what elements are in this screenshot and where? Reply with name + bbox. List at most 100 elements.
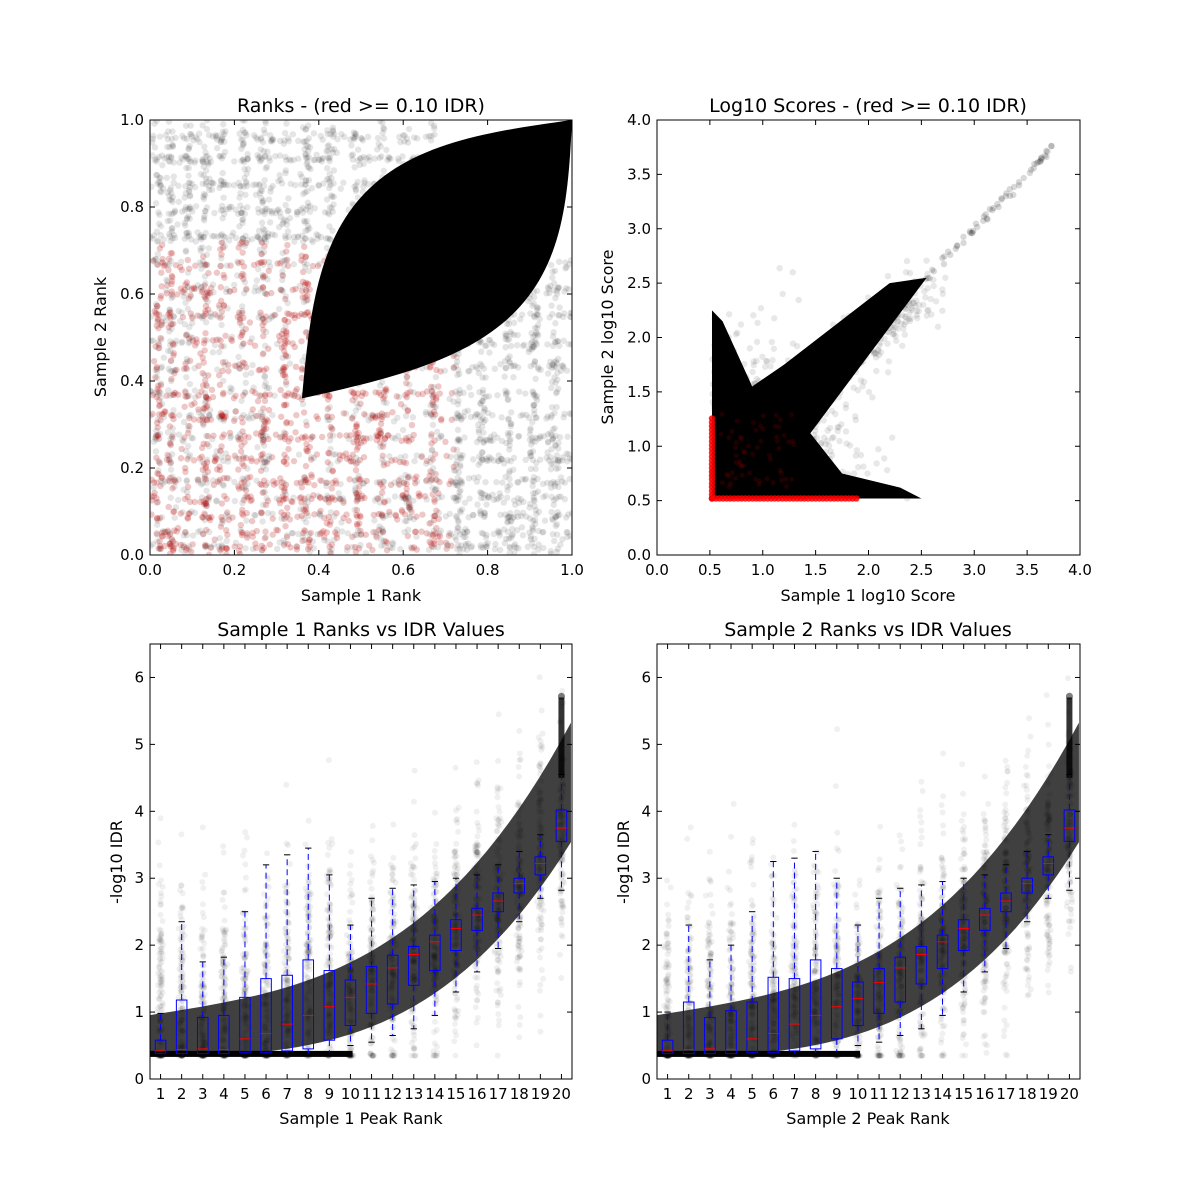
scatter-point — [543, 290, 550, 297]
scatter-point — [375, 510, 382, 518]
scatter-point — [171, 514, 178, 521]
scatter-point — [184, 269, 192, 276]
scatter-point — [321, 536, 328, 544]
scatter-point — [273, 479, 280, 487]
scatter-point — [488, 340, 496, 347]
scatter-point — [169, 547, 177, 554]
scatter-point — [353, 399, 360, 407]
scatter-point — [193, 336, 200, 343]
scatter-point — [518, 512, 525, 520]
scatter-point — [232, 539, 240, 546]
scatter-point — [204, 298, 211, 305]
scatter-point — [258, 250, 265, 257]
scatter-point — [269, 411, 276, 419]
scatter-point — [281, 401, 288, 409]
scatter-point — [203, 502, 210, 509]
scatter-point — [505, 469, 513, 477]
scatter-point — [565, 450, 572, 458]
scatter-point — [184, 442, 192, 450]
scatter-point — [239, 529, 246, 537]
scatter-point — [202, 542, 209, 550]
scatter-point — [370, 511, 378, 519]
scatter-point — [452, 536, 460, 544]
scatter-point — [930, 282, 937, 290]
scatter-point — [154, 432, 162, 439]
scatter-point — [529, 482, 536, 490]
scatter-point — [356, 512, 364, 519]
scatter-point — [167, 440, 174, 447]
scatter-point — [170, 508, 177, 516]
scatter-point — [483, 543, 491, 550]
scatter-point — [372, 389, 379, 396]
scatter-point — [278, 330, 286, 338]
scatter-point — [222, 413, 229, 420]
scatter-point — [157, 222, 165, 230]
scatter-point — [546, 314, 553, 321]
scatter-point — [302, 254, 309, 261]
scatter-point — [197, 350, 204, 357]
scatter-point — [231, 158, 238, 165]
scatter-point — [238, 343, 245, 350]
scatter-point — [454, 401, 462, 408]
scatter-point — [264, 480, 271, 487]
scatter-point — [525, 414, 533, 422]
scatter-point — [206, 412, 213, 420]
scatter-point — [560, 414, 567, 421]
scatter-point — [309, 538, 317, 545]
scatter-point — [875, 446, 882, 453]
scatter-point — [321, 209, 329, 216]
scatter-point — [371, 155, 378, 162]
scatter-point — [527, 340, 534, 347]
scatter-point — [294, 233, 301, 240]
scatter-point — [184, 283, 192, 290]
scatter-point — [480, 394, 488, 401]
scatter-point — [169, 235, 176, 242]
scatter-point — [405, 438, 413, 445]
scatter-point — [283, 221, 291, 228]
scatter-point — [150, 139, 156, 146]
scatter-point — [458, 416, 465, 423]
scatter-point — [262, 120, 269, 127]
scatter-point — [242, 454, 250, 462]
scatter-point — [482, 436, 489, 444]
scatter-point — [161, 261, 169, 268]
scatter-point — [324, 143, 331, 150]
scatter-point — [254, 266, 262, 273]
scatter-point — [266, 541, 274, 548]
scatter-point — [204, 468, 212, 475]
scatter-point — [225, 367, 232, 375]
scatter-point — [266, 207, 274, 215]
scatter-point — [327, 423, 334, 431]
scatter-point — [299, 294, 306, 301]
scatter-point — [413, 135, 421, 142]
scatter-point — [255, 234, 262, 241]
scatter-point — [197, 171, 205, 178]
scatter-point — [549, 515, 556, 522]
scatter-point — [397, 545, 404, 553]
scatter-point — [245, 415, 253, 422]
scatter-point — [515, 388, 523, 395]
scatter-point — [165, 120, 173, 125]
scatter-point — [206, 412, 213, 419]
scatter-point — [259, 321, 266, 329]
scatter-point — [284, 241, 291, 249]
scatter-point — [243, 132, 250, 139]
scatter-point — [168, 542, 175, 550]
scatter-point — [182, 468, 189, 476]
scatter-point — [261, 421, 268, 428]
scatter-point — [186, 323, 193, 331]
scatter-point — [261, 417, 268, 425]
scatter-point — [282, 234, 289, 242]
scatter-point — [154, 531, 161, 538]
scatter-point — [241, 174, 248, 182]
scatter-point — [279, 272, 287, 279]
scatter-point — [304, 280, 311, 287]
scatter-point — [251, 288, 258, 295]
scatter-point — [383, 385, 390, 393]
scatter-point — [349, 397, 356, 404]
scatter-point — [282, 430, 289, 437]
scatter-point — [299, 204, 307, 212]
scatter-point — [385, 153, 392, 161]
scatter-point — [514, 478, 521, 486]
scatter-point — [287, 180, 294, 188]
